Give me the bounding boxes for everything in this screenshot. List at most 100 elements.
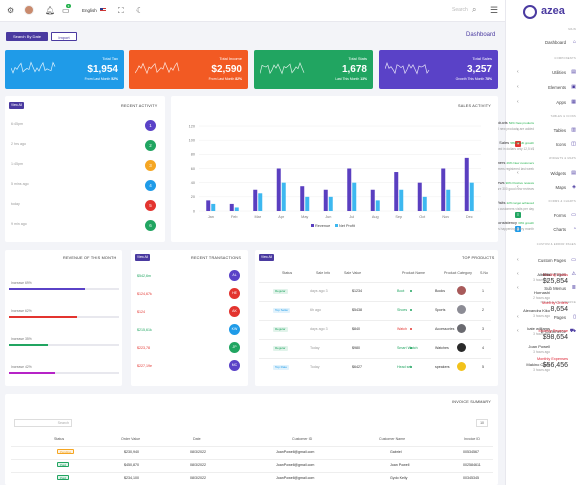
bar-revenue [253, 189, 258, 211]
activity-time: 1:45pm [11, 162, 23, 166]
search-input[interactable]: Search [452, 7, 468, 13]
bar-net-profit [422, 196, 427, 211]
product-name: Boot [397, 289, 405, 293]
search-icon[interactable]: ⌕ [472, 5, 477, 14]
user-avatar[interactable] [24, 5, 34, 15]
product-sno: 2 [482, 308, 484, 312]
revenue-growth: Increase 62% [11, 309, 32, 313]
bar-net-profit [352, 182, 357, 211]
bar-revenue [347, 168, 352, 211]
sidebar-item-icons[interactable]: Icons [555, 142, 566, 147]
stat-card: Total Tax $1,954 From Last Month 52% [5, 50, 124, 89]
invoice-id: 00534567 [463, 450, 479, 454]
top-bar: ⚙ 🔔︎ ▭ 3 English ⛶ ☾ Search ⌕ ☰ [0, 0, 505, 22]
y-tick-label: 100 [189, 138, 195, 142]
sidebar-item-utilities[interactable]: Utilities [552, 70, 566, 75]
transactions-view-all-button[interactable]: View All [135, 254, 151, 261]
stat-card: Total Stats 1,678 Last This Month 13% [254, 50, 373, 89]
utilities-icon: ▤ [571, 69, 576, 75]
transaction-avatar: HE [229, 288, 240, 299]
transaction-avatar: AK [229, 306, 240, 317]
sidebar-item-error-pages[interactable]: Error Pages [543, 272, 566, 277]
revenue-growth: Increase 35% [11, 337, 32, 341]
activity-time: 5 mins ago [11, 182, 29, 186]
transaction-time: 2 hours ago [533, 296, 550, 300]
invoice-header: Customer Name [379, 437, 406, 441]
chevron-left-icon: ‹ [517, 99, 519, 105]
invoice-title: INVOICE SUMMARY [452, 400, 492, 404]
invoice-header: Status [54, 437, 65, 441]
legend-label: Net Profit [339, 224, 356, 228]
sidebar-item-sub-menus[interactable]: Sub Menus [544, 286, 566, 291]
revenue-item-label: Monthly Expenses [536, 357, 568, 361]
sidebar-section-custom-error-pages: CUSTOM & ERROR PAGES [536, 243, 576, 246]
invoice-customer-name: Joan Powell [390, 463, 410, 467]
revenue-panel [5, 250, 122, 386]
status-badge: Top Seller [273, 308, 291, 313]
card-subtext: From Last Month 52% [85, 77, 118, 81]
sidebar-item-widgets[interactable]: Widgets [550, 171, 566, 176]
card-percent: 13% [360, 77, 367, 81]
sidebar-item-pages[interactable]: Pages [553, 315, 566, 320]
sidebar-item-maps[interactable]: Maps [555, 185, 566, 190]
fullscreen-icon[interactable]: ⛶ [118, 6, 124, 15]
revenue-progress-fill [9, 372, 56, 374]
transaction-name: Alexandra Kiko [523, 308, 550, 313]
gear-icon[interactable]: ⚙ [7, 6, 15, 15]
revenue-item-label: Monthly Orders [542, 301, 568, 305]
y-tick-label: 0 [193, 209, 195, 213]
sidebar-item-charts[interactable]: Charts [553, 227, 566, 232]
card-percent: 78% [485, 77, 492, 81]
sidebar-section-main: MAIN [568, 28, 576, 31]
bar-net-profit [234, 207, 239, 211]
sidebar-item-apps[interactable]: Apps [556, 100, 566, 105]
error-pages-icon: ⚠ [571, 271, 576, 277]
sidebar-item-dashboard[interactable]: Dashboard [544, 40, 566, 45]
recent-activity-view-all-button[interactable]: View All [9, 102, 25, 109]
sidebar-item-tables[interactable]: Tables [553, 128, 566, 133]
transaction-name: Makino Chen [526, 362, 550, 367]
bar-net-profit [305, 196, 310, 211]
transaction-name: Joan Powell [528, 344, 550, 349]
top-products-view-all-button[interactable]: View All [259, 254, 275, 261]
hamburger-menu-icon[interactable]: ☰ [490, 5, 499, 15]
search-by-date-button[interactable]: Search By Date [6, 32, 48, 41]
activity-time: 6:45pm [11, 122, 23, 126]
chat-icon[interactable]: ▭ [62, 6, 70, 15]
activity-title-text: Sales Consistency [484, 220, 518, 225]
activity-title: Sales Consistency 30% growth [484, 220, 534, 225]
bar-revenue [464, 157, 469, 211]
brand-name[interactable]: azea [541, 5, 565, 17]
sidebar-item-elements[interactable]: Elements [548, 85, 566, 90]
chevron-left-icon: ‹ [517, 184, 519, 190]
status-badge: Regular [273, 346, 288, 351]
status-badge: Regular [273, 327, 288, 332]
sidebar-item-custom-pages[interactable]: Custom Pages [537, 258, 566, 263]
stat-card: Total Sales 3,257 Growth This Month 78% [379, 50, 498, 89]
invoice-search-input[interactable]: Search [14, 419, 72, 427]
card-sub-label: From Last Month [84, 77, 111, 81]
sidebar-item-ecommerce[interactable]: E-Commerce [540, 329, 566, 334]
language-selector[interactable]: English [82, 8, 97, 13]
import-button[interactable]: Import [51, 32, 77, 41]
activity-number-badge: 1 [145, 120, 156, 131]
transaction-avatar: MC [229, 360, 240, 371]
y-tick-label: 80 [191, 153, 195, 157]
bell-icon[interactable]: 🔔︎ [45, 6, 56, 15]
card-subtext: Growth This Month 78% [456, 77, 492, 81]
page-size-select[interactable]: 10 [476, 419, 488, 427]
legend-swatch [311, 224, 314, 227]
icons-badge-icon: ✦ [515, 141, 521, 147]
x-tick-label: Mar [254, 215, 261, 219]
moon-icon[interactable]: ☾ [136, 6, 144, 15]
sidebar-item-forms[interactable]: Forms [553, 213, 566, 218]
product-name: Smart Watch [397, 346, 418, 350]
status-badge: Top Rate [273, 365, 290, 370]
product-image [457, 305, 466, 314]
sidebar-section-tables-icons: TABLES & ICONS [550, 115, 576, 118]
bar-revenue [300, 186, 305, 211]
chevron-left-icon: ‹ [517, 170, 519, 176]
activity-description: There are 300 good new reviews [487, 187, 534, 191]
revenue-value: $56,456 [542, 362, 568, 369]
table-row [259, 301, 491, 320]
